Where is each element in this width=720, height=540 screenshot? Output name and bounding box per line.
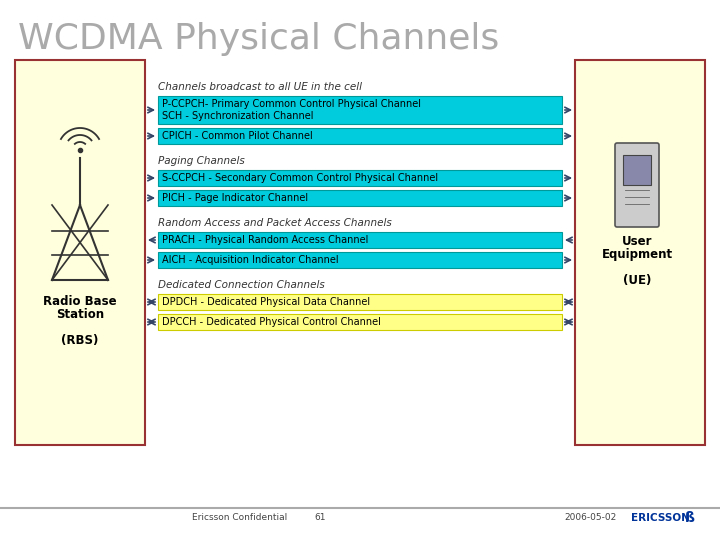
- Bar: [623, 155, 651, 185]
- Text: PRACH - Physical Random Access Channel: PRACH - Physical Random Access Channel: [162, 235, 369, 245]
- Text: Ericsson Confidential: Ericsson Confidential: [192, 514, 287, 523]
- Text: Radio Base: Radio Base: [43, 295, 117, 308]
- Bar: [575, 60, 705, 445]
- Text: ERICSSON: ERICSSON: [631, 513, 690, 523]
- Text: 61: 61: [314, 514, 325, 523]
- Text: WCDMA Physical Channels: WCDMA Physical Channels: [18, 22, 499, 56]
- Text: Paging Channels: Paging Channels: [158, 156, 245, 166]
- FancyBboxPatch shape: [615, 143, 659, 227]
- Text: Random Access and Packet Access Channels: Random Access and Packet Access Channels: [158, 218, 392, 228]
- Text: PICH - Page Indicator Channel: PICH - Page Indicator Channel: [162, 193, 308, 203]
- Text: AICH - Acquisition Indicator Channel: AICH - Acquisition Indicator Channel: [162, 255, 338, 265]
- Bar: [158, 190, 562, 206]
- Text: (RBS): (RBS): [61, 334, 99, 347]
- Bar: [158, 314, 562, 330]
- Text: 2006-05-02: 2006-05-02: [564, 514, 616, 523]
- Text: (UE): (UE): [623, 274, 651, 287]
- Text: Channels broadcast to all UE in the cell: Channels broadcast to all UE in the cell: [158, 82, 362, 92]
- Text: DPCCH - Dedicated Physical Control Channel: DPCCH - Dedicated Physical Control Chann…: [162, 317, 381, 327]
- Text: Equipment: Equipment: [601, 248, 672, 261]
- Bar: [15, 60, 145, 445]
- Text: Station: Station: [56, 308, 104, 321]
- Bar: [158, 128, 562, 144]
- Text: S-CCPCH - Secondary Common Control Physical Channel: S-CCPCH - Secondary Common Control Physi…: [162, 173, 438, 183]
- Bar: [158, 96, 562, 124]
- Text: DPDCH - Dedicated Physical Data Channel: DPDCH - Dedicated Physical Data Channel: [162, 297, 370, 307]
- Text: P-CCPCH- Primary Common Control Physical Channel: P-CCPCH- Primary Common Control Physical…: [162, 99, 421, 109]
- Text: User: User: [622, 235, 652, 248]
- Text: Dedicated Connection Channels: Dedicated Connection Channels: [158, 280, 325, 290]
- Text: CPICH - Common Pilot Channel: CPICH - Common Pilot Channel: [162, 131, 312, 141]
- Bar: [158, 170, 562, 186]
- Bar: [158, 232, 562, 248]
- Text: SCH - Synchronization Channel: SCH - Synchronization Channel: [162, 111, 313, 121]
- Bar: [158, 252, 562, 268]
- Bar: [158, 294, 562, 310]
- Text: ß: ß: [685, 511, 695, 525]
